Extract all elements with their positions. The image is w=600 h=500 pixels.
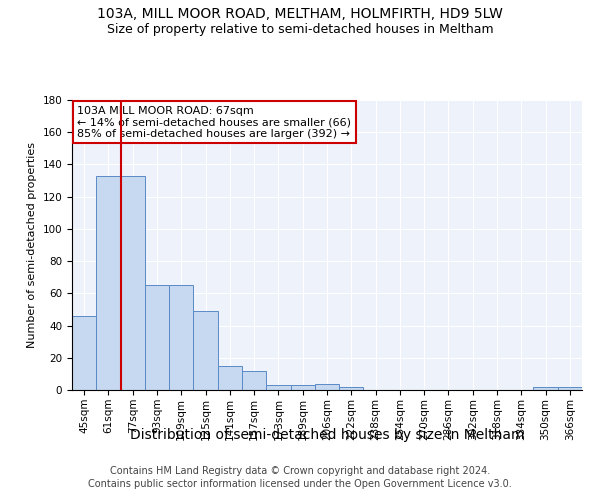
Bar (193, 311, 218, 390)
Text: 103A MILL MOOR ROAD: 67sqm
← 14% of semi-detached houses are smaller (66)
85% of: 103A MILL MOOR ROAD: 67sqm ← 14% of semi… (77, 106, 351, 139)
Bar (121, 176, 145, 390)
Bar (315, 384, 339, 390)
Bar (290, 385, 315, 390)
Bar (145, 286, 169, 390)
Y-axis label: Number of semi-detached properties: Number of semi-detached properties (27, 142, 37, 348)
Bar (266, 385, 290, 390)
Text: Contains public sector information licensed under the Open Government Licence v3: Contains public sector information licen… (88, 479, 512, 489)
Bar (533, 387, 558, 390)
Text: Distribution of semi-detached houses by size in Meltham: Distribution of semi-detached houses by … (130, 428, 524, 442)
Bar (72, 316, 96, 390)
Bar (218, 366, 242, 390)
Text: Contains HM Land Registry data © Crown copyright and database right 2024.: Contains HM Land Registry data © Crown c… (110, 466, 490, 476)
Bar (96, 176, 121, 390)
Bar (339, 387, 364, 390)
Text: Size of property relative to semi-detached houses in Meltham: Size of property relative to semi-detach… (107, 22, 493, 36)
Bar (558, 387, 582, 390)
Text: 103A, MILL MOOR ROAD, MELTHAM, HOLMFIRTH, HD9 5LW: 103A, MILL MOOR ROAD, MELTHAM, HOLMFIRTH… (97, 8, 503, 22)
Bar (169, 286, 193, 390)
Bar (242, 370, 266, 390)
